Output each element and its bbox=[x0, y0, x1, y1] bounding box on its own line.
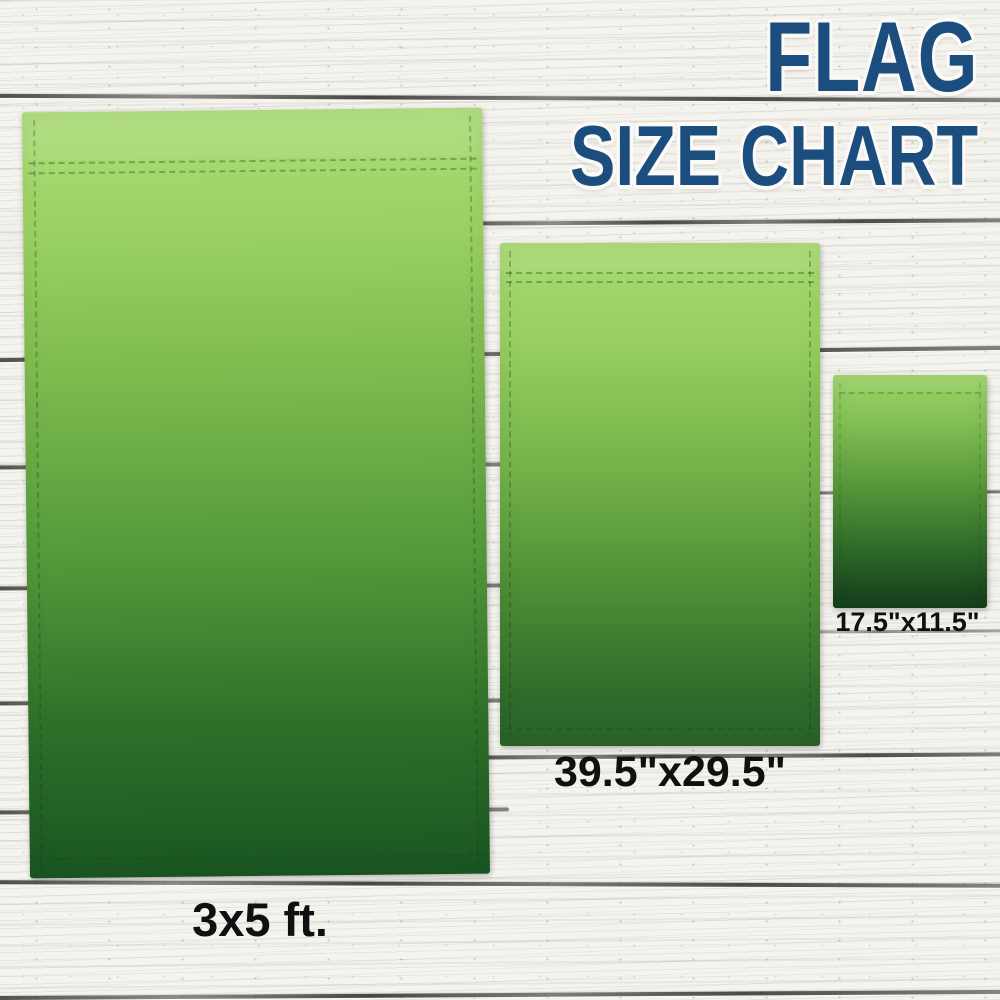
stitch-line bbox=[809, 251, 811, 738]
stitch-line bbox=[509, 251, 511, 738]
stitch-line bbox=[33, 120, 43, 871]
stitch-line bbox=[979, 383, 981, 600]
flag-large-size-label: 3x5 ft. bbox=[192, 893, 328, 946]
flag-medium-39x29in bbox=[500, 243, 820, 746]
title-line-1: FLAG bbox=[764, 1, 978, 112]
stitch-line bbox=[839, 383, 841, 600]
stitch-line bbox=[28, 167, 477, 175]
flag-medium-size-label: 39.5"x29.5" bbox=[553, 748, 787, 796]
stitch-line bbox=[506, 728, 814, 730]
flag-small-17x11in bbox=[833, 375, 987, 608]
stitch-line bbox=[506, 272, 814, 274]
stitch-line bbox=[506, 281, 814, 283]
flag-sleeve bbox=[500, 243, 820, 271]
page-title: FLAG SIZE CHART bbox=[498, 0, 978, 210]
stitch-line bbox=[839, 392, 981, 394]
title-line-2: SIZE CHART bbox=[570, 109, 978, 204]
flag-sleeve bbox=[833, 375, 987, 391]
flag-large-3x5ft bbox=[22, 107, 490, 879]
flag-small-size-label: 17.5"x11.5" bbox=[835, 607, 980, 637]
flag-sleeve bbox=[22, 107, 483, 161]
stitch-line bbox=[469, 115, 479, 866]
stitch-line bbox=[35, 853, 484, 861]
